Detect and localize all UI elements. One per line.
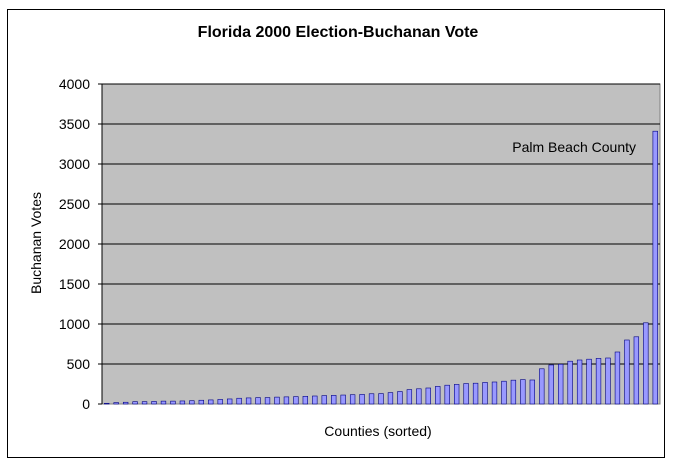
bar	[482, 382, 488, 405]
bar	[416, 388, 422, 405]
bar	[160, 400, 167, 405]
bar	[274, 396, 280, 405]
bar	[378, 393, 384, 405]
y-tick-label: 0	[82, 396, 90, 412]
bar	[605, 357, 611, 405]
bar	[586, 358, 592, 405]
bar	[283, 396, 290, 405]
bar	[472, 382, 479, 405]
bar	[510, 379, 517, 405]
bar	[141, 401, 148, 405]
chart-title: Florida 2000 Election-Buchanan Vote	[197, 24, 479, 41]
bar	[576, 359, 583, 405]
bar	[302, 396, 309, 405]
bar	[293, 396, 299, 405]
bar	[624, 339, 630, 405]
y-tick-label: 4000	[59, 76, 90, 92]
bar	[501, 380, 507, 405]
y-axis-ticks: 0 500 1000 1500 2000 2500 3000 3500 4000	[59, 76, 103, 412]
y-tick-label: 1500	[59, 276, 90, 292]
bar	[227, 398, 233, 405]
bar	[245, 397, 252, 405]
bar	[425, 387, 431, 405]
bar	[321, 395, 327, 405]
bar	[151, 401, 157, 405]
bar	[643, 322, 649, 405]
bar	[491, 381, 498, 405]
bar	[113, 402, 119, 405]
bar	[453, 384, 460, 405]
bar	[122, 401, 129, 405]
bar	[198, 399, 204, 405]
bar	[340, 394, 346, 405]
bar	[104, 402, 110, 405]
bar	[359, 394, 365, 405]
bar	[539, 368, 545, 405]
bar	[132, 401, 138, 405]
bar	[406, 389, 413, 405]
y-tick-label: 2500	[59, 196, 90, 212]
y-tick-label: 1000	[59, 316, 90, 332]
bar	[312, 395, 318, 405]
bar	[170, 400, 176, 405]
bar	[236, 397, 242, 405]
bar	[520, 379, 526, 405]
bar	[189, 400, 195, 405]
bar	[397, 391, 403, 405]
bars	[104, 130, 658, 405]
bar	[435, 386, 441, 405]
bar	[255, 397, 261, 405]
bar	[633, 336, 640, 405]
annotation-palm-beach: Palm Beach County	[512, 139, 636, 155]
bar	[463, 383, 469, 405]
bar	[217, 399, 223, 405]
bar	[331, 395, 337, 405]
bar	[208, 399, 214, 405]
y-tick-label: 3000	[59, 156, 90, 172]
y-tick-label: 3500	[59, 116, 90, 132]
bar	[614, 351, 621, 405]
bar	[529, 379, 535, 405]
bar	[264, 397, 271, 405]
y-tick-label: 2000	[59, 236, 90, 252]
x-axis-label: Counties (sorted)	[324, 423, 432, 439]
y-tick-label: 500	[67, 356, 91, 372]
bar	[652, 130, 658, 405]
bar	[179, 400, 186, 405]
bar	[548, 364, 554, 405]
bar	[444, 384, 450, 405]
bar	[349, 394, 356, 405]
bar	[567, 360, 573, 405]
gridlines	[102, 83, 660, 365]
bar	[387, 392, 394, 405]
bar	[368, 393, 375, 405]
bar	[558, 363, 564, 405]
bar	[595, 358, 602, 405]
